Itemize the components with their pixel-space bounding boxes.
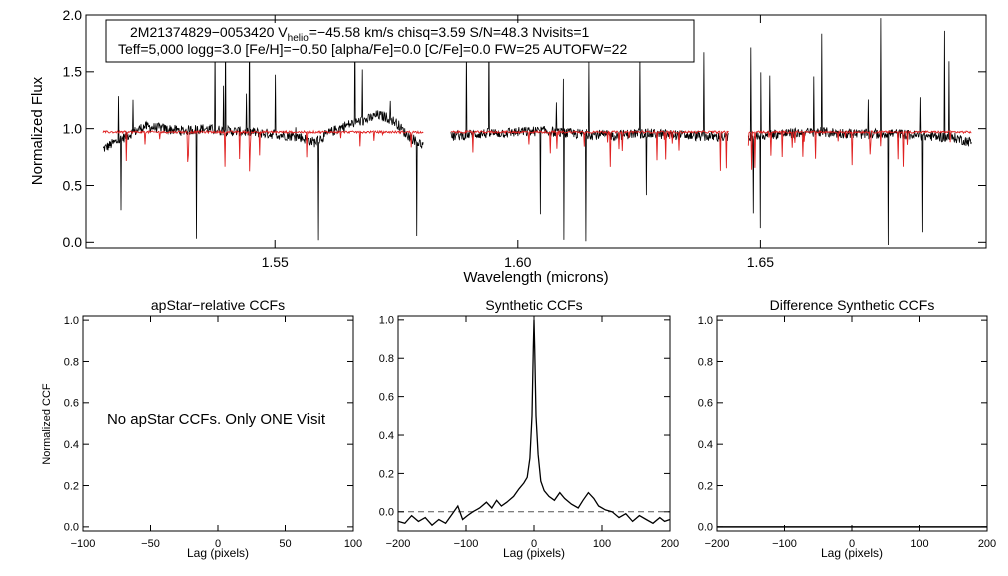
apstar-ccf-x-tick-label: 50 bbox=[279, 538, 291, 550]
apstar-ccf-y-tick-label: 1.0 bbox=[64, 315, 79, 327]
apstar-ccf-annotation: No apStar CCFs. Only ONE Visit bbox=[107, 411, 326, 428]
apstar-ccf-y-tick-label: 0.2 bbox=[64, 480, 79, 492]
apstar-ccf-x-tick-label: 0 bbox=[215, 538, 221, 550]
apstar-ccf-y-tick-label: 0.8 bbox=[64, 356, 79, 368]
synthetic-ccf-x-tick-label: 200 bbox=[661, 538, 679, 550]
info-box: 2M21374829−0053420 Vhelio=−45.58 km/s ch… bbox=[105, 19, 695, 63]
spectrum-y-tick-label: 2.0 bbox=[63, 7, 83, 23]
difference-ccf-x-tick-label: 200 bbox=[978, 538, 996, 550]
apstar-ccf-y-tick-label: 0.4 bbox=[64, 439, 79, 451]
difference-ccf-y-tick-label: 0.8 bbox=[698, 356, 713, 368]
difference-ccf-x-tick-label: 100 bbox=[910, 538, 928, 550]
apstar-ccf-y-axis-label: Normalized CCF bbox=[41, 383, 53, 465]
synthetic-ccf-y-tick-label: 1.0 bbox=[379, 315, 394, 327]
vhelio-subscript: helio bbox=[288, 33, 310, 44]
difference-ccf-frame bbox=[716, 315, 988, 532]
spectrum-y-tick-label: 1.0 bbox=[63, 121, 83, 137]
spectrum-y-tick-label: 1.5 bbox=[63, 64, 83, 80]
apstar-ccf-x-tick-label: −50 bbox=[141, 538, 160, 550]
difference-ccf-y-tick-label: 0.2 bbox=[698, 480, 713, 492]
difference-ccf-x-axis-label: Lag (pixels) bbox=[821, 546, 883, 560]
difference-ccf-x-tick-label: −100 bbox=[772, 538, 797, 550]
difference-ccf-panel: Difference Synthetic CCFs −200 −100 0 100 20… bbox=[698, 297, 996, 560]
spectrum-panel: 2M21374829−0053420 Vhelio=−45.58 km/s ch… bbox=[29, 7, 987, 286]
synthetic-model-line bbox=[102, 129, 972, 172]
spectrum-x-tick-label: 1.55 bbox=[262, 254, 289, 270]
synthetic-ccf-y-tick-label: 0.8 bbox=[379, 353, 394, 365]
spectrum-x-axis-label: Wavelength (microns) bbox=[463, 269, 608, 286]
apstar-ccf-panel: apStar−relative CCFs −100 −50 0 50 100 0.0 0.2… bbox=[41, 297, 362, 560]
spectrum-x-tick-label: 1.65 bbox=[747, 254, 774, 270]
spectrum-y-tick-label: 0.0 bbox=[63, 234, 83, 250]
synthetic-ccf-x-tick-label: −200 bbox=[386, 538, 411, 550]
synthetic-ccf-y-tick-label: 0.4 bbox=[379, 430, 394, 442]
synthetic-ccf-panel: Synthetic CCFs −200 −100 0 100 200 0.0 0.2 0.4 0… bbox=[379, 297, 679, 560]
spectrum-x-tick-label: 1.60 bbox=[504, 254, 531, 270]
apstar-ccf-x-tick-label: −100 bbox=[71, 538, 96, 550]
info-box-border bbox=[105, 19, 695, 63]
synthetic-ccf-x-tick-label: 0 bbox=[531, 538, 537, 550]
spectrum-plot-frame bbox=[85, 14, 987, 249]
difference-ccf-y-tick-label: 0.6 bbox=[698, 398, 713, 410]
difference-ccf-y-tick-label: 0.4 bbox=[698, 439, 713, 451]
spectrum-y-axis-label: Normalized Flux bbox=[29, 76, 46, 185]
synthetic-ccf-x-axis-label: Lag (pixels) bbox=[503, 546, 565, 560]
difference-ccf-title: Difference Synthetic CCFs bbox=[770, 297, 935, 313]
difference-ccf-y-tick-label: 1.0 bbox=[698, 315, 713, 327]
difference-ccf-y-tick-label: 0.0 bbox=[698, 522, 713, 534]
apstar-ccf-y-tick-label: 0.6 bbox=[64, 398, 79, 410]
apstar-ccf-title: apStar−relative CCFs bbox=[151, 297, 285, 313]
apstar-ccf-y-tick-label: 0.0 bbox=[64, 522, 79, 534]
info-line-1: 2M21374829−0053420 Vhelio=−45.58 km/s ch… bbox=[130, 24, 590, 44]
apstar-ccf-x-axis-label: Lag (pixels) bbox=[187, 546, 249, 560]
synthetic-ccf-y-tick-label: 0.6 bbox=[379, 391, 394, 403]
synthetic-ccf-x-tick-label: −100 bbox=[454, 538, 479, 550]
difference-ccf-x-tick-label: −200 bbox=[705, 538, 730, 550]
synthetic-ccf-y-tick-label: 0.2 bbox=[379, 468, 394, 480]
synthetic-ccf-title: Synthetic CCFs bbox=[485, 297, 582, 313]
synthetic-ccf-line bbox=[397, 319, 671, 527]
spectrum-y-tick-label: 0.5 bbox=[63, 177, 83, 193]
apstar-ccf-x-tick-label: 100 bbox=[344, 538, 362, 550]
synthetic-ccf-frame bbox=[397, 315, 671, 532]
difference-ccf-x-tick-label: 0 bbox=[849, 538, 855, 550]
info-line-2: Teff=5,000 logg=3.0 [Fe/H]=−0.50 [alpha/… bbox=[118, 41, 627, 57]
synthetic-ccf-y-tick-label: 0.0 bbox=[379, 507, 394, 519]
synthetic-ccf-x-tick-label: 100 bbox=[593, 538, 611, 550]
